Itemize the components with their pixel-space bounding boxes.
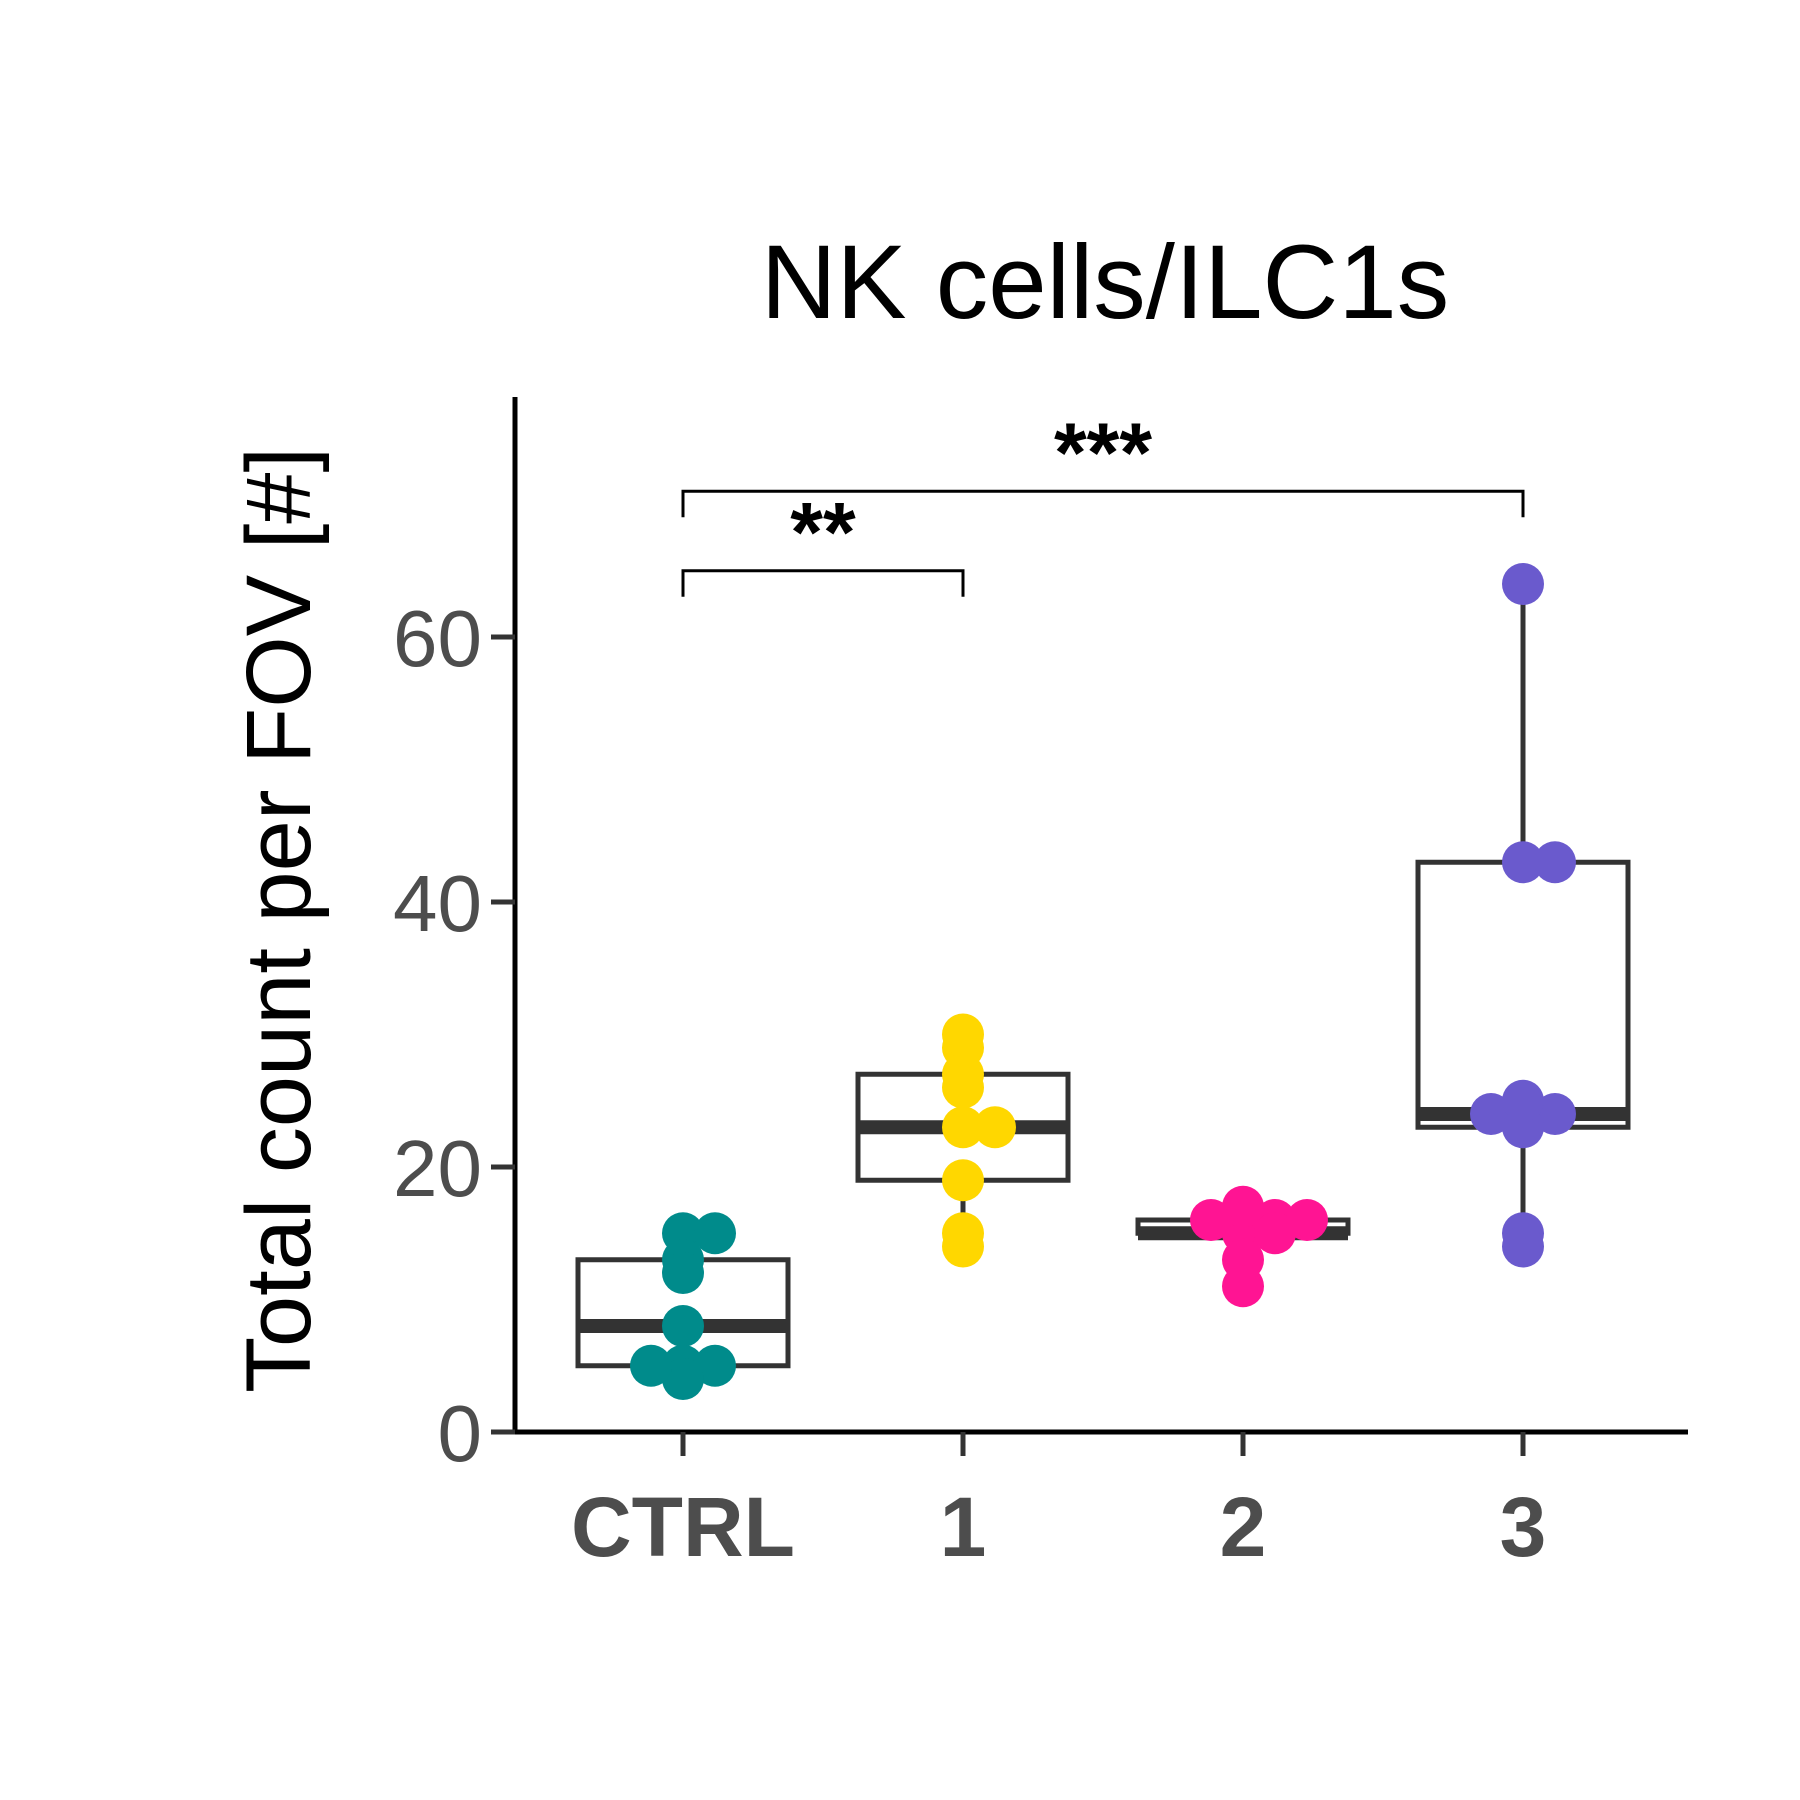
data-point [974,1106,1016,1149]
data-point [1502,1079,1544,1122]
x-tick-label: 1 [940,1480,987,1574]
data-point [942,1212,984,1255]
data-point [1502,841,1544,884]
data-point [942,1066,984,1109]
y-tick-label: 0 [438,1389,483,1478]
significance-label: *** [1054,405,1152,499]
data-point [1254,1212,1296,1255]
data-point [1286,1199,1328,1241]
significance-label: ** [790,485,856,579]
data-point [662,1358,704,1400]
data-point [1222,1185,1264,1228]
data-point [630,1344,672,1387]
data-point [942,1106,984,1149]
data-point [662,1305,704,1347]
data-point [694,1212,736,1255]
significance-bracket [681,569,965,597]
data-point [662,1252,704,1294]
data-point [1190,1199,1232,1241]
chart-title: NK cells/ILC1s [761,224,1450,341]
data-point [942,1159,984,1202]
data-point [942,1013,984,1056]
x-tick-label: 2 [1220,1480,1267,1574]
data-point [1534,841,1576,884]
x-tick-label: CTRL [571,1480,795,1574]
data-point [694,1344,736,1387]
y-axis-label: Total count per FOV [#] [228,447,330,1393]
x-tick-label: 3 [1500,1480,1547,1574]
data-point [1502,563,1544,605]
significance-bracket [681,489,1525,518]
data-point [1502,1225,1544,1268]
data-point [1534,1093,1576,1135]
data-point [1470,1093,1512,1135]
y-tick-label: 60 [393,594,482,683]
y-tick-label: 20 [393,1124,482,1213]
data-point [1222,1265,1264,1308]
y-tick-label: 40 [393,859,482,948]
